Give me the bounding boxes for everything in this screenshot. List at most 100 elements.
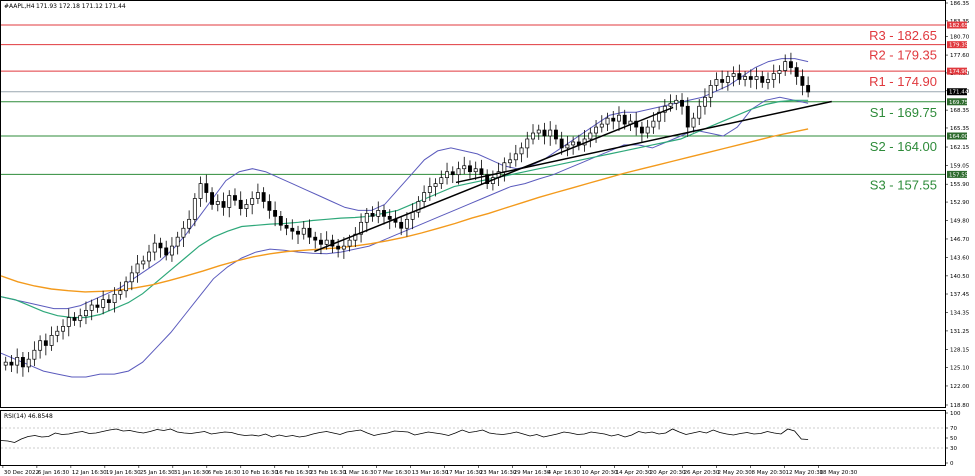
level-label-r3: R3 - 182.65	[869, 28, 937, 43]
candle-body	[318, 239, 323, 245]
candle-body	[296, 230, 300, 235]
x-tick-label: 31 Jan 16:30	[174, 470, 209, 476]
candle-body	[720, 79, 725, 83]
candle-body	[634, 120, 639, 128]
candle-body	[651, 120, 656, 128]
candle-body	[364, 213, 369, 223]
candle-body	[548, 129, 553, 137]
price-axis: 186.35183.35180.70177.60174.60171.60168.…	[945, 1, 970, 409]
axis-tag-r2	[947, 41, 967, 49]
candle-body	[714, 79, 719, 86]
candle-body	[244, 204, 249, 209]
candle-body	[15, 357, 20, 366]
axis-tag-label-s1: 169.75	[949, 100, 969, 106]
candle-body	[737, 73, 742, 80]
candle-body	[198, 183, 203, 199]
axis-tag-label-s2: 164.00	[949, 134, 969, 140]
x-tick-label: 6 Jan 16:30	[38, 470, 70, 476]
candle-body	[513, 153, 518, 161]
x-tick-label: 12 May 20:30	[786, 470, 824, 476]
y-tick-label: 125.10	[950, 366, 970, 372]
x-tick-label: 2 May 20:30	[718, 470, 753, 476]
candle-body	[101, 299, 106, 308]
chart-header-ohlc: 171.93 172.18 171.12 171.44	[36, 3, 126, 10]
y-tick-label: 165.35	[950, 126, 970, 132]
bollinger-upper-band	[0, 58, 809, 310]
rsi-header: RSI(14) 46.8548	[4, 413, 53, 420]
candle-body	[118, 290, 123, 295]
x-tick-label: 4 Apr 16:30	[548, 470, 581, 476]
rsi-indicator: 100 70 50 30 0	[0, 411, 961, 467]
candle-body	[599, 123, 604, 128]
candle-body	[766, 79, 770, 83]
candle-body	[525, 138, 530, 149]
rsi-tick-label: 70	[950, 426, 957, 432]
axis-tag-label-r2: 179.35	[949, 43, 969, 49]
trendline-2[interactable]	[455, 100, 832, 184]
x-tick-label: 16 Feb 16:30	[276, 470, 313, 476]
candle-body	[158, 242, 163, 249]
level-labels-layer: R3 - 182.65 R2 - 179.35 R1 - 174.90 S1 - 16…	[869, 28, 937, 192]
candle-body	[594, 126, 599, 134]
candle-body	[164, 247, 169, 256]
candle-body	[66, 317, 71, 327]
x-tick-label: 7 Mar 16:30	[378, 470, 412, 476]
candle-body	[617, 114, 621, 122]
level-label-r2: R2 - 179.35	[869, 48, 937, 63]
candle-body	[347, 239, 352, 247]
y-tick-label: 155.90	[950, 182, 970, 188]
y-tick-label: 152.90	[950, 200, 970, 206]
y-tick-label: 186.35	[950, 1, 970, 7]
axis-tag-label-r3: 182.65	[949, 23, 969, 29]
candle-body	[508, 159, 513, 164]
candle-body	[662, 105, 667, 113]
candle-body	[519, 147, 524, 155]
candle-body	[261, 192, 266, 202]
candle-body	[559, 138, 564, 149]
candle-body	[788, 61, 793, 68]
x-tick-label: 18 May 20:30	[820, 470, 858, 476]
candle-body	[783, 61, 788, 71]
candle-body	[273, 210, 278, 217]
rsi-plot-frame	[0, 410, 946, 466]
candle-body	[376, 210, 381, 217]
candle-body	[536, 129, 541, 134]
candle-body	[404, 218, 409, 229]
candle-body	[645, 126, 650, 134]
bollinger-lower-band	[0, 96, 809, 378]
candle-body	[78, 315, 83, 321]
candle-body	[210, 192, 215, 205]
current-price-tag	[947, 88, 967, 96]
axis-tag-s1	[947, 98, 967, 106]
candle-body	[462, 165, 467, 170]
y-tick-label: 122.00	[950, 384, 970, 390]
x-tick-label: 10 Feb 16:30	[242, 470, 279, 476]
moving-average-green	[0, 99, 809, 319]
candle-body	[353, 233, 358, 241]
candle-body	[307, 227, 312, 238]
y-tick-label: 180.70	[950, 35, 970, 41]
axis-tag-s2	[947, 132, 967, 140]
candle-body	[175, 236, 180, 247]
x-tick-label: 17 Mar 16:30	[446, 470, 483, 476]
x-tick-label: 29 Mar 16:30	[514, 470, 551, 476]
y-tick-label: 162.15	[950, 145, 970, 151]
x-tick-label: 23 Feb 16:30	[310, 470, 347, 476]
rsi-tick-label: 0	[950, 461, 954, 467]
candle-body	[771, 73, 776, 80]
trendlines-layer[interactable]	[314, 100, 832, 253]
candle-body	[20, 357, 25, 368]
trendline-1[interactable]	[314, 106, 674, 253]
candle-body	[794, 67, 799, 77]
candle-body	[697, 105, 702, 119]
y-tick-label: 149.80	[950, 219, 970, 225]
candle-body	[359, 221, 364, 235]
candle-body	[124, 281, 129, 292]
candles-layer	[3, 52, 811, 377]
candle-body	[341, 245, 346, 250]
y-tick-label: 140.50	[950, 274, 970, 280]
y-tick-label: 168.35	[950, 108, 970, 114]
candle-body	[445, 171, 449, 179]
